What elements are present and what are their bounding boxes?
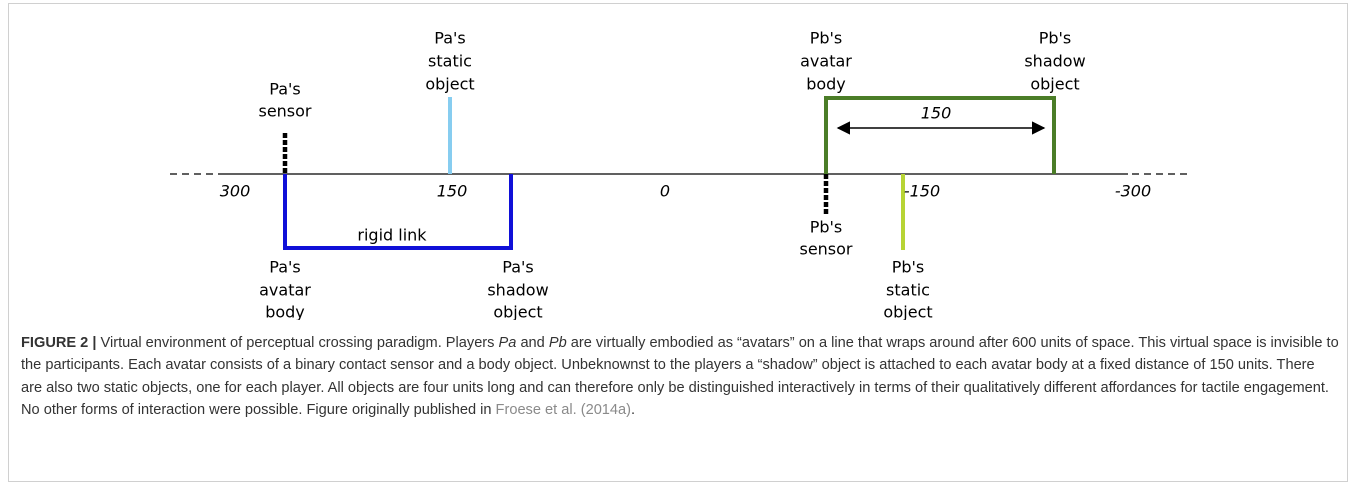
pb-rigid-link bbox=[824, 96, 1056, 174]
caption-text: Pa bbox=[498, 335, 517, 351]
node-label: body bbox=[806, 75, 846, 94]
node-label: Pa's bbox=[434, 29, 465, 48]
node-label: object bbox=[425, 75, 474, 94]
node-label: shadow bbox=[1024, 52, 1085, 71]
node-label: Pb's bbox=[1039, 29, 1072, 48]
node-label: Pb's bbox=[892, 258, 925, 277]
pa-rigid-link bbox=[283, 174, 513, 250]
node-label: Pa's bbox=[269, 258, 300, 277]
caption-label: FIGURE 2 | bbox=[21, 335, 97, 351]
caption: FIGURE 2 | Virtual environment of percep… bbox=[21, 332, 1339, 422]
node-label: Pb's bbox=[810, 218, 843, 237]
axis-label: -150 bbox=[904, 182, 940, 201]
citation-link[interactable]: Froese et al. (2014a) bbox=[495, 402, 632, 419]
node-label: avatar bbox=[259, 281, 311, 300]
caption-text: . bbox=[631, 402, 636, 419]
node-label: Pb's bbox=[810, 29, 843, 48]
caption-text: Virtual environment of perceptual crossi… bbox=[96, 335, 499, 351]
diagram: 300 150 0 -150 -300 150 rigid link Pa's … bbox=[170, 29, 1192, 321]
node-label: sensor bbox=[799, 240, 852, 259]
node-label: object bbox=[1030, 75, 1079, 94]
node-label: shadow bbox=[487, 281, 548, 300]
axis-label: 300 bbox=[220, 182, 251, 201]
node-label: Pa's bbox=[502, 258, 533, 277]
axis-label: -300 bbox=[1115, 182, 1151, 201]
caption-text: are virtually embodied as “avatars” on a… bbox=[21, 335, 1339, 419]
caption-text: Pb bbox=[548, 335, 567, 351]
axis-label: 0 bbox=[660, 182, 670, 201]
distance-label: 150 bbox=[921, 104, 952, 123]
link-label: rigid link bbox=[357, 226, 427, 245]
figure-frame bbox=[8, 3, 1348, 482]
node-label: sensor bbox=[258, 102, 311, 121]
node-label: object bbox=[883, 303, 932, 321]
node-label: Pa's bbox=[269, 80, 300, 99]
caption-text: and bbox=[516, 335, 549, 351]
axis-label: 150 bbox=[437, 182, 468, 201]
node-label: body bbox=[265, 303, 305, 321]
node-label: static bbox=[428, 52, 472, 71]
node-label: avatar bbox=[800, 52, 852, 71]
node-label: object bbox=[493, 303, 542, 321]
node-label: static bbox=[886, 281, 930, 300]
